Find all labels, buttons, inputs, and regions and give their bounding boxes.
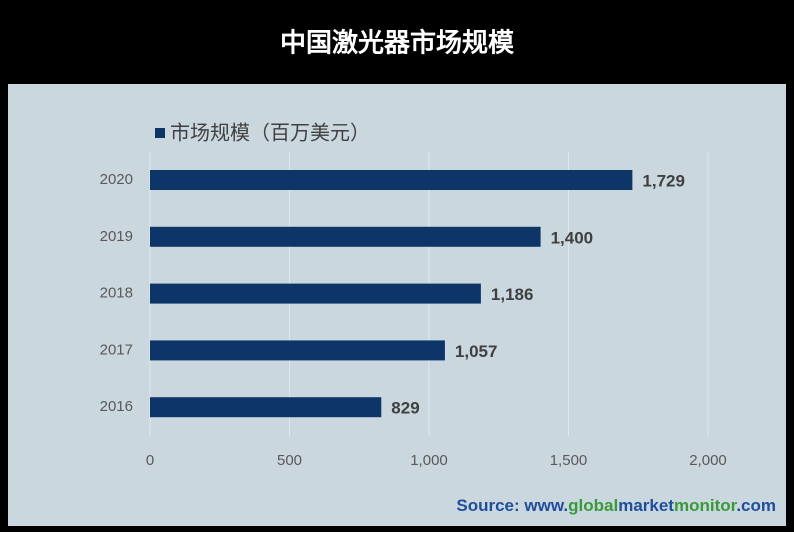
bar	[150, 397, 382, 418]
bar	[150, 226, 541, 247]
value-label: 1,729	[642, 171, 685, 190]
source-part: global	[568, 496, 618, 515]
y-tick-label: 2016	[100, 398, 133, 415]
plot-background	[8, 84, 786, 526]
y-tick-label: 2020	[100, 171, 133, 188]
source: Source: www.globalmarketmonitor.com	[456, 496, 776, 515]
bar	[150, 340, 445, 361]
value-label: 1,057	[455, 342, 498, 361]
bar	[150, 170, 633, 190]
value-label: 829	[391, 399, 419, 418]
x-tick-label: 500	[277, 452, 302, 469]
bar	[150, 283, 481, 304]
y-tick-label: 2019	[100, 228, 133, 245]
x-tick-label: 1,000	[410, 452, 448, 469]
x-tick-label: 0	[146, 452, 154, 469]
chart-title: 中国激光器市场规模	[280, 28, 515, 59]
y-tick-label: 2018	[100, 285, 133, 302]
source-part: .com	[736, 496, 776, 515]
x-tick-label: 1,500	[550, 452, 588, 469]
value-label: 1,186	[491, 285, 534, 304]
legend-swatch	[155, 128, 165, 138]
plot: 0 500 1,000 1,500 2,000 市场规模（百万美元） 2020 1,729 20…	[100, 121, 727, 469]
legend-label: 市场规模（百万美元）	[170, 121, 370, 145]
y-tick-label: 2017	[100, 341, 133, 358]
source-part: Source: www.	[456, 496, 568, 515]
value-label: 1,400	[551, 228, 594, 247]
source-part: monitor	[674, 496, 738, 515]
source-part: market	[618, 496, 674, 515]
x-tick-label: 2,000	[689, 452, 727, 469]
